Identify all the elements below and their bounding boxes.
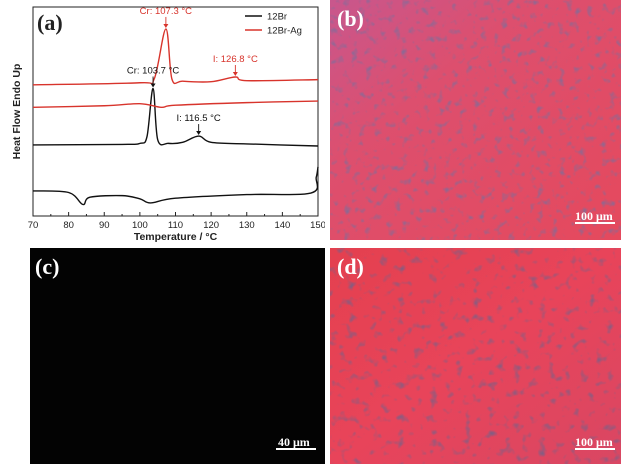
annotation-arrow-head xyxy=(232,72,238,77)
annotation-label: Cr: 103.7 °C xyxy=(127,66,180,77)
scale-bar-label-c: 40 μm xyxy=(278,435,310,449)
x-tick-label: 120 xyxy=(203,220,219,231)
series-12br-ag-cooling-line xyxy=(32,100,319,109)
x-tick-label: 130 xyxy=(239,220,255,231)
legend-entry: 12Br-Ag xyxy=(267,26,302,37)
legend-entry: 12Br xyxy=(267,12,287,23)
scale-bar-label-d: 100 μm xyxy=(575,435,613,449)
series-12br-ag-heating-line xyxy=(32,28,319,86)
series-12br-heating-line xyxy=(32,87,319,147)
x-tick-label: 150 xyxy=(310,220,325,231)
annotation-arrow-head xyxy=(150,83,156,88)
micrograph-b-image xyxy=(330,0,621,240)
scale-bar-c xyxy=(276,448,316,450)
dsc-chart-panel: 70 80 90 100 110 120 130 140 150 Temperature / °C… xyxy=(0,0,325,245)
x-tick-label: 140 xyxy=(274,220,290,231)
annotation-arrow-head xyxy=(163,23,169,28)
scale-bar-label-b: 100 μm xyxy=(575,209,613,223)
x-tick-label: 100 xyxy=(132,220,148,231)
dsc-chart: 70 80 90 100 110 120 130 140 150 Temperature / °C… xyxy=(11,6,325,243)
x-tick-label: 80 xyxy=(63,220,74,231)
panel-label-c: (c) xyxy=(35,254,60,279)
scale-bar-b xyxy=(575,222,615,224)
panel-label-b: (b) xyxy=(337,6,364,31)
micrograph-d-image xyxy=(330,248,621,464)
micrograph-c-panel: (c) 40 μm xyxy=(30,248,325,464)
y-axis-label: Heat Flow Endo Up xyxy=(11,64,23,160)
x-axis-label: Temperature / °C xyxy=(134,231,218,243)
annotation-label: Cr: 107.3 °C xyxy=(140,6,193,17)
scale-bar-d xyxy=(575,448,615,450)
x-tick-label: 70 xyxy=(28,220,39,231)
annotation-arrow-head xyxy=(196,131,202,136)
x-tick-label: 110 xyxy=(168,220,183,231)
micrograph-d-panel: (d) 100 μm xyxy=(330,248,621,464)
plot-frame xyxy=(32,6,319,217)
micrograph-b-panel: (b) 100 μm xyxy=(330,0,621,240)
x-tick-label: 90 xyxy=(99,220,110,231)
panel-label-d: (d) xyxy=(337,254,364,279)
annotation-label: I: 126.8 °C xyxy=(213,54,258,65)
series-12br-cooling-line xyxy=(32,166,319,206)
panel-label-a: (a) xyxy=(37,10,63,35)
annotation-label: I: 116.5 °C xyxy=(177,113,221,124)
